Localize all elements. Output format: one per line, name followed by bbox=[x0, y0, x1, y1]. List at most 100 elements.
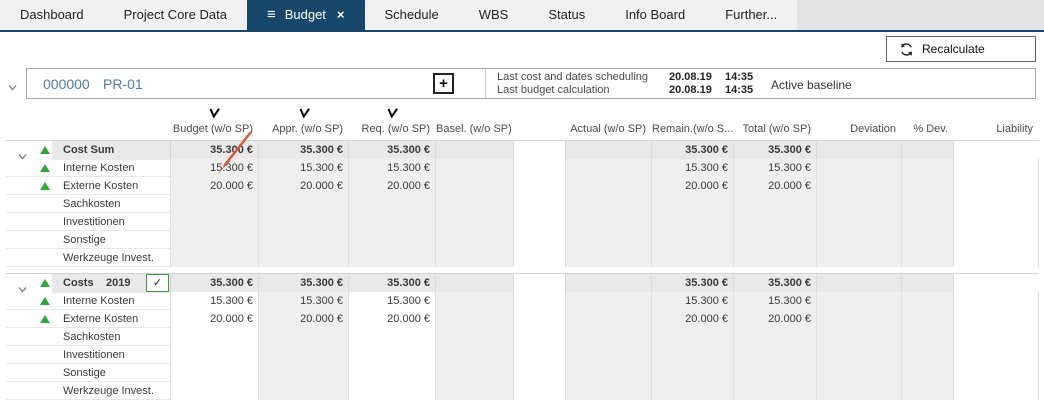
recalculate-button[interactable]: Recalculate bbox=[886, 36, 1036, 62]
table-row[interactable]: Externe Kosten 20.000 € 20.000 € 20.000 … bbox=[6, 177, 1039, 195]
budget-table: Budget (w/o SP) Appr. (w/o SP) Req. (w/o… bbox=[6, 106, 1039, 400]
cell-editable[interactable] bbox=[349, 328, 436, 346]
cell bbox=[565, 159, 652, 177]
cell bbox=[954, 177, 1039, 195]
collapse-chevron-icon[interactable] bbox=[18, 281, 27, 300]
cell bbox=[817, 274, 902, 293]
status-triangle-icon bbox=[40, 146, 50, 154]
year-checkbox[interactable]: ✓ bbox=[146, 274, 169, 292]
menu-icon[interactable]: ≡ bbox=[266, 6, 276, 23]
cell bbox=[902, 249, 954, 267]
tab-further[interactable]: Further... bbox=[725, 7, 778, 22]
cell: 15.300 € bbox=[734, 159, 817, 177]
add-button[interactable]: + bbox=[433, 73, 454, 94]
filter-icon[interactable] bbox=[259, 108, 349, 119]
cell bbox=[954, 249, 1039, 267]
table-row[interactable]: Sonstige bbox=[6, 364, 1039, 382]
table-row[interactable]: Sachkosten bbox=[6, 195, 1039, 213]
cell bbox=[565, 249, 652, 267]
filter-icon[interactable] bbox=[170, 108, 259, 119]
row-label: Externe Kosten bbox=[63, 313, 139, 325]
cell bbox=[954, 141, 1039, 160]
cell bbox=[902, 382, 954, 400]
cell bbox=[652, 364, 734, 382]
tab-status[interactable]: Status bbox=[548, 7, 586, 22]
group-label: Costs bbox=[63, 277, 94, 289]
collapse-chevron-icon[interactable] bbox=[18, 148, 27, 167]
cell-editable[interactable] bbox=[170, 328, 259, 346]
cell bbox=[565, 231, 652, 249]
cell-editable[interactable]: 20.000 € bbox=[349, 310, 436, 328]
group-row-cost-sum[interactable]: Cost Sum 35.300 € 35.300 € 35.300 € 35.3… bbox=[6, 140, 1039, 160]
divider bbox=[485, 69, 486, 98]
tab-budget[interactable]: ≡ Budget × bbox=[246, 0, 365, 30]
info-date: 20.08.19 bbox=[669, 71, 712, 83]
cell: 35.300 € bbox=[349, 274, 436, 293]
cell-editable[interactable]: 20.000 € bbox=[170, 310, 259, 328]
group-label: Cost Sum bbox=[63, 144, 115, 156]
cell-editable[interactable] bbox=[170, 364, 259, 382]
tab-schedule[interactable]: Schedule bbox=[384, 7, 439, 22]
table-row[interactable]: Werkzeuge Invest. bbox=[6, 249, 1039, 267]
collapse-chevron-icon[interactable] bbox=[8, 78, 17, 96]
cell bbox=[954, 274, 1039, 293]
table-row[interactable]: Interne Kosten 15.300 € 15.300 € 15.300 … bbox=[6, 292, 1039, 310]
cell bbox=[565, 292, 652, 310]
status-triangle-icon bbox=[40, 279, 50, 287]
cell bbox=[817, 382, 902, 400]
tab-project-core-data[interactable]: Project Core Data bbox=[123, 7, 227, 22]
cell-editable[interactable] bbox=[170, 382, 259, 400]
cell: 20.000 € bbox=[259, 310, 349, 328]
col-deviation[interactable]: Deviation bbox=[850, 123, 896, 135]
recalculate-label: Recalculate bbox=[922, 42, 985, 56]
cell bbox=[817, 346, 902, 364]
cell bbox=[817, 195, 902, 213]
close-icon[interactable]: × bbox=[336, 7, 345, 22]
cell bbox=[259, 213, 349, 231]
toolbar: Recalculate bbox=[0, 32, 1044, 66]
cell bbox=[436, 249, 514, 267]
col-actual[interactable]: Actual (w/o SP) bbox=[570, 123, 646, 135]
table-row[interactable]: Investitionen bbox=[6, 213, 1039, 231]
cell bbox=[436, 346, 514, 364]
col-remain[interactable]: Remain.(w/o S... bbox=[652, 123, 734, 135]
row-label: Externe Kosten bbox=[63, 180, 139, 192]
tab-dashboard[interactable]: Dashboard bbox=[20, 7, 84, 22]
cell bbox=[817, 328, 902, 346]
table-row[interactable]: Sonstige bbox=[6, 231, 1039, 249]
filter-icon[interactable] bbox=[349, 108, 436, 119]
table-row[interactable]: Investitionen bbox=[6, 346, 1039, 364]
cell-editable[interactable] bbox=[349, 346, 436, 364]
header-icon-row bbox=[6, 106, 1039, 119]
tab-wbs[interactable]: WBS bbox=[478, 7, 509, 22]
col-basel[interactable]: Basel. (w/o SP) bbox=[436, 123, 512, 135]
table-row[interactable]: Externe Kosten 20.000 € 20.000 € 20.000 … bbox=[6, 310, 1039, 328]
cell-editable[interactable]: 15.300 € bbox=[349, 292, 436, 310]
col-pct-dev[interactable]: % Dev. bbox=[913, 123, 948, 135]
col-appr[interactable]: Appr. (w/o SP) bbox=[272, 123, 343, 135]
col-req[interactable]: Req. (w/o SP) bbox=[361, 123, 430, 135]
cell bbox=[817, 292, 902, 310]
cell bbox=[902, 159, 954, 177]
col-total[interactable]: Total (w/o SP) bbox=[742, 123, 811, 135]
col-liability[interactable]: Liability bbox=[996, 123, 1033, 135]
cell bbox=[565, 346, 652, 364]
cell bbox=[954, 310, 1039, 328]
row-label: Sachkosten bbox=[63, 198, 121, 210]
cell: 15.300 € bbox=[652, 159, 734, 177]
cell-editable[interactable] bbox=[349, 364, 436, 382]
table-row[interactable]: Sachkosten bbox=[6, 328, 1039, 346]
table-row[interactable]: Interne Kosten 15.300 € 15.300 € 15.300 … bbox=[6, 159, 1039, 177]
cell bbox=[259, 249, 349, 267]
table-row[interactable]: Werkzeuge Invest. bbox=[6, 382, 1039, 400]
info-time: 14:35 bbox=[725, 84, 754, 96]
group-row-costs-2019[interactable]: Costs 2019 ✓ 35.300 € 35.300 € 35.300 € … bbox=[6, 273, 1039, 293]
cell-editable[interactable]: 15.300 € bbox=[170, 292, 259, 310]
cell bbox=[817, 141, 902, 160]
row-label: Interne Kosten bbox=[63, 162, 135, 174]
cell bbox=[817, 310, 902, 328]
tab-info-board[interactable]: Info Board bbox=[625, 7, 686, 22]
cell-editable[interactable] bbox=[170, 346, 259, 364]
col-budget[interactable]: Budget (w/o SP) bbox=[172, 123, 253, 135]
cell-editable[interactable] bbox=[349, 382, 436, 400]
